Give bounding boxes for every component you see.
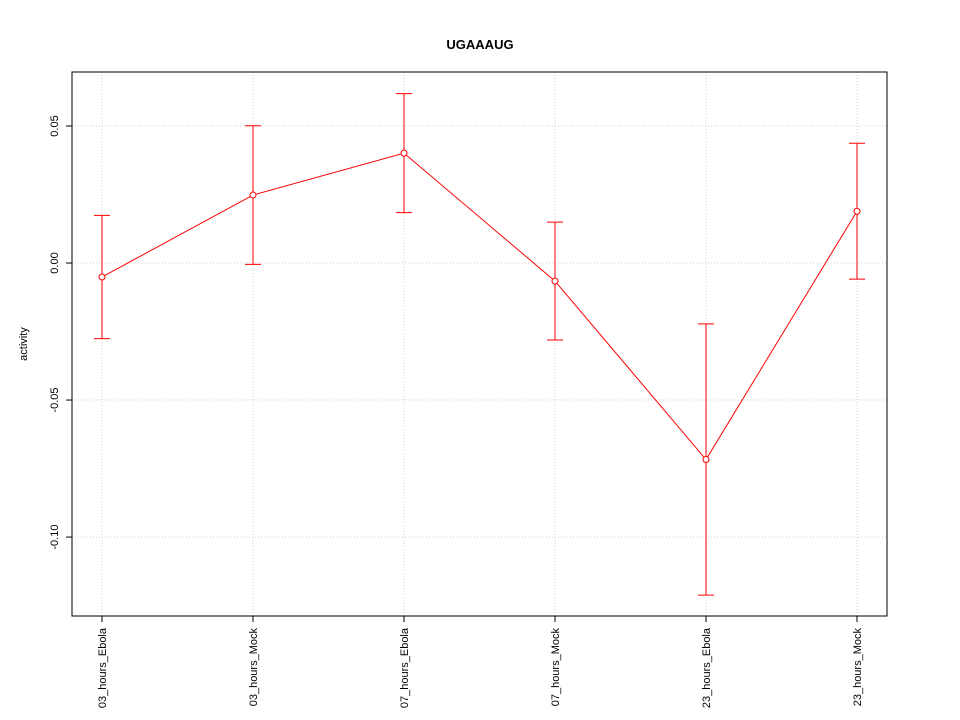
point bbox=[400, 149, 408, 157]
x-tick-label: 23_hours_Ebola bbox=[701, 627, 713, 708]
point bbox=[249, 191, 257, 199]
x-tick-label: 07_hours_Mock bbox=[550, 628, 562, 707]
plot-frame bbox=[71, 71, 888, 617]
x-tick-label: 23_hours_Mock bbox=[852, 628, 864, 707]
chart-title: UGAAAUG bbox=[446, 37, 513, 52]
y-tick-label: -0.05 bbox=[49, 388, 61, 413]
point bbox=[98, 273, 106, 281]
x-tick-label: 07_hours_Ebola bbox=[399, 627, 411, 708]
x-tick-label: 03_hours_Ebola bbox=[97, 627, 109, 708]
point bbox=[853, 207, 861, 215]
y-axis-label: activity bbox=[18, 327, 30, 361]
y-tick-label: -0.10 bbox=[49, 525, 61, 550]
series-line bbox=[101, 152, 858, 461]
point bbox=[551, 277, 559, 285]
y-tick-label: 0.05 bbox=[49, 115, 61, 136]
y-tick-label: 0.00 bbox=[49, 252, 61, 273]
point bbox=[702, 456, 710, 464]
x-tick-label: 03_hours_Mock bbox=[248, 628, 260, 707]
